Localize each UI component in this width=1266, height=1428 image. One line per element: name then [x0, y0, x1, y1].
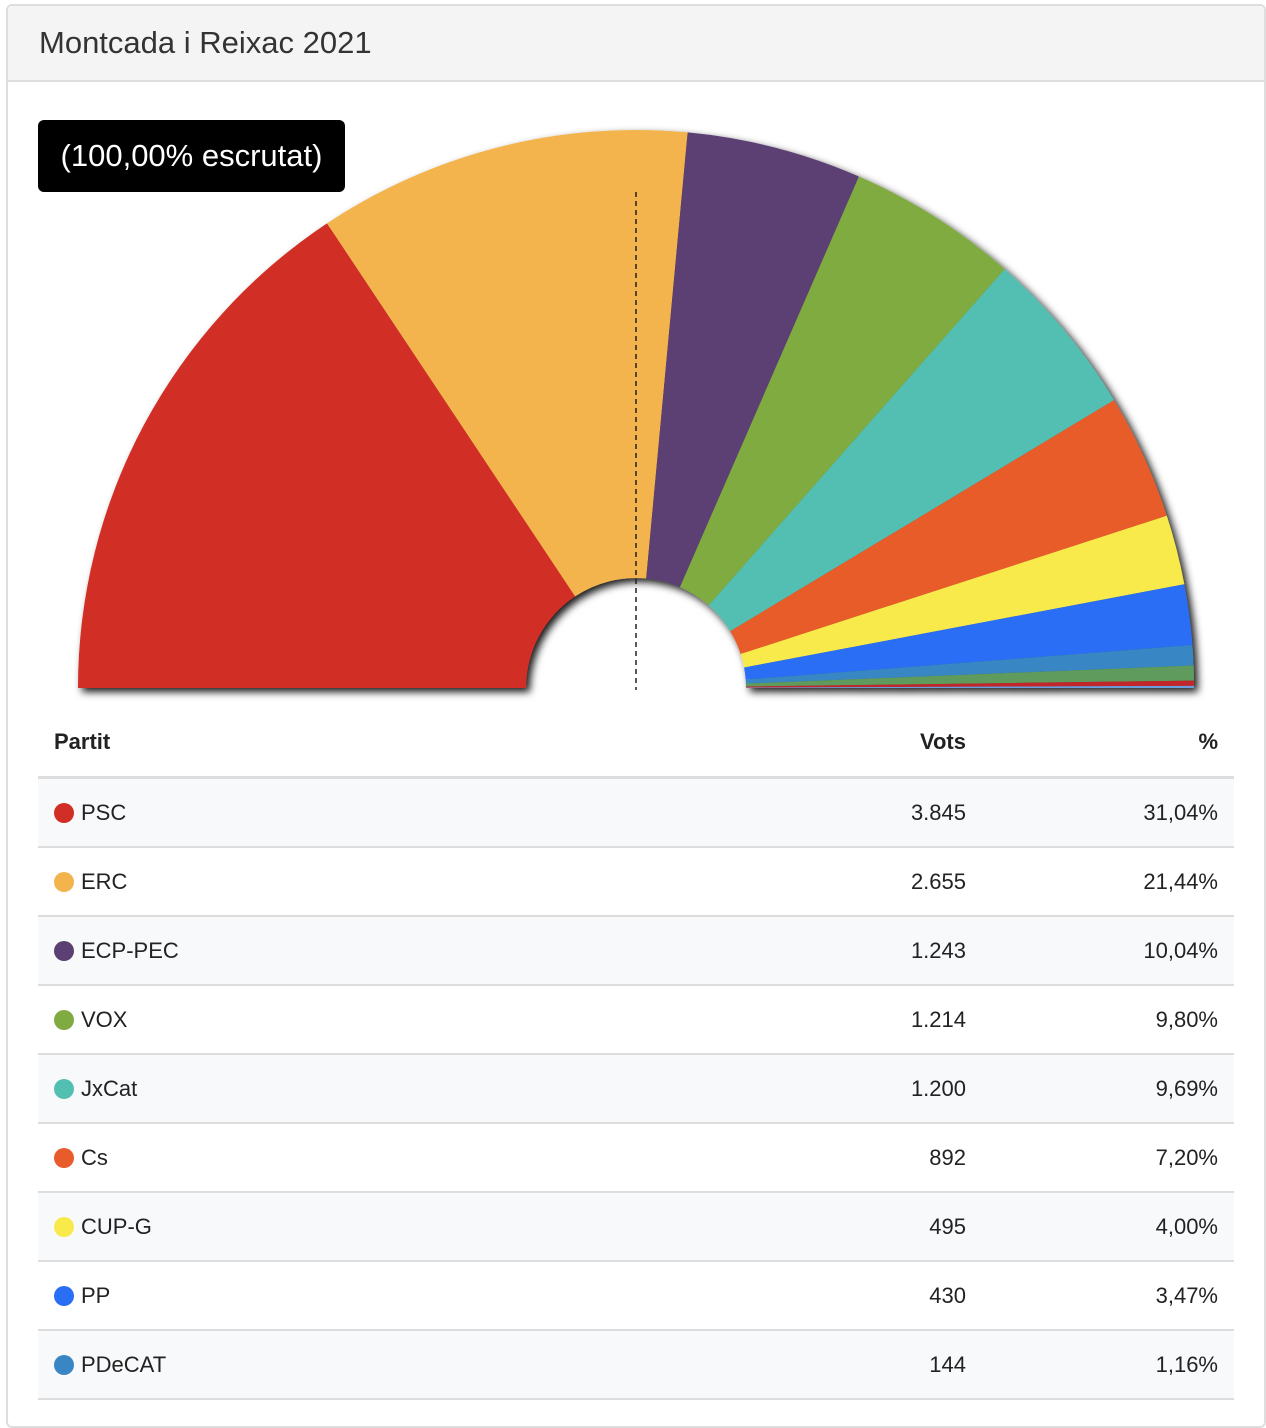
pct-cell: 9,69%: [982, 1054, 1234, 1124]
party-cell: JxCat: [38, 1054, 650, 1124]
table-row: Cs 892 7,20%: [38, 1123, 1234, 1193]
table-row: CUP-G 495 4,00%: [38, 1192, 1234, 1262]
table-header-row: Partit Vots %: [38, 708, 1234, 779]
table-row: JxCat 1.200 9,69%: [38, 1054, 1234, 1124]
party-cell: PP: [38, 1261, 650, 1331]
votes-cell: 1.214: [650, 985, 982, 1055]
pct-cell: 3,47%: [982, 1261, 1234, 1331]
votes-cell: 430: [650, 1261, 982, 1331]
slice-jxcat: [708, 269, 1115, 632]
votes-cell: 1.200: [650, 1054, 982, 1124]
table-row: ERC 2.655 21,44%: [38, 847, 1234, 917]
party-cell: CUP-G: [38, 1192, 650, 1262]
party-color-dot: [54, 1147, 74, 1168]
party-name: CUP-G: [81, 1213, 152, 1239]
pct-cell: 1,16%: [982, 1330, 1234, 1400]
party-cell: ERC: [38, 847, 650, 917]
pct-cell: 10,04%: [982, 916, 1234, 986]
col-party: Partit: [38, 708, 650, 779]
pct-cell: 7,20%: [982, 1123, 1234, 1193]
pct-cell: 21,44%: [982, 847, 1234, 917]
votes-cell: 2.655: [650, 847, 982, 917]
table-row: PDeCAT 144 1,16%: [38, 1330, 1234, 1400]
party-cell: PDeCAT: [38, 1330, 650, 1400]
party-cell: ECP-PEC: [38, 916, 650, 986]
votes-cell: 495: [650, 1192, 982, 1262]
party-color-dot: [54, 1009, 74, 1030]
party-color-dot: [54, 1285, 74, 1306]
slice-vox: [679, 176, 1005, 606]
slice-cs: [730, 400, 1167, 655]
slice-pdecat: [745, 645, 1194, 684]
party-name: ERC: [81, 868, 128, 894]
votes-cell: 1.243: [650, 916, 982, 986]
card-title: Montcada i Reixac 2021: [39, 25, 372, 60]
slice-other-1: [745, 665, 1194, 687]
party-name: PSC: [81, 799, 127, 825]
slice-ecp-pec: [646, 132, 859, 588]
votes-cell: 892: [650, 1123, 982, 1193]
col-pct: %: [982, 708, 1234, 779]
pct-cell: 9,80%: [982, 985, 1234, 1055]
party-name: VOX: [81, 1006, 128, 1032]
table-row: PSC 3.845 31,04%: [38, 777, 1234, 848]
votes-cell: 144: [650, 1330, 982, 1400]
pct-cell: 31,04%: [982, 777, 1234, 848]
table-row: ECP-PEC 1.243 10,04%: [38, 916, 1234, 986]
party-name: PP: [81, 1282, 111, 1308]
party-name: Cs: [81, 1144, 108, 1170]
party-color-dot: [54, 1078, 74, 1099]
card-header: Montcada i Reixac 2021: [8, 6, 1264, 82]
party-name: PDeCAT: [81, 1351, 167, 1377]
party-color-dot: [54, 1216, 74, 1237]
party-name: JxCat: [81, 1075, 138, 1101]
votes-cell: 3.845: [650, 777, 982, 848]
slice-pp: [744, 584, 1193, 680]
slice-other-3: [745, 685, 1194, 688]
slice-cup-g: [740, 515, 1185, 668]
results-table: Partit Vots % PSC 3.845 31,04% ERC 2.655 …: [38, 708, 1234, 1400]
slice-psc: [78, 223, 576, 689]
party-color-dot: [54, 802, 74, 823]
slice-other-2: [745, 680, 1194, 688]
party-color-dot: [54, 871, 74, 892]
party-cell: Cs: [38, 1123, 650, 1193]
slice-erc: [326, 129, 688, 597]
party-name: ECP-PEC: [81, 937, 179, 963]
party-color-dot: [54, 1354, 74, 1375]
col-votes: Vots: [650, 708, 982, 779]
party-cell: PSC: [38, 777, 650, 848]
hemicycle-chart: [78, 129, 1194, 690]
party-color-dot: [54, 940, 74, 961]
pct-cell: 4,00%: [982, 1192, 1234, 1262]
scrutiny-badge: (100,00% escrutat): [38, 120, 345, 192]
table-row: VOX 1.214 9,80%: [38, 985, 1234, 1055]
table-row: PP 430 3,47%: [38, 1261, 1234, 1331]
party-cell: VOX: [38, 985, 650, 1055]
